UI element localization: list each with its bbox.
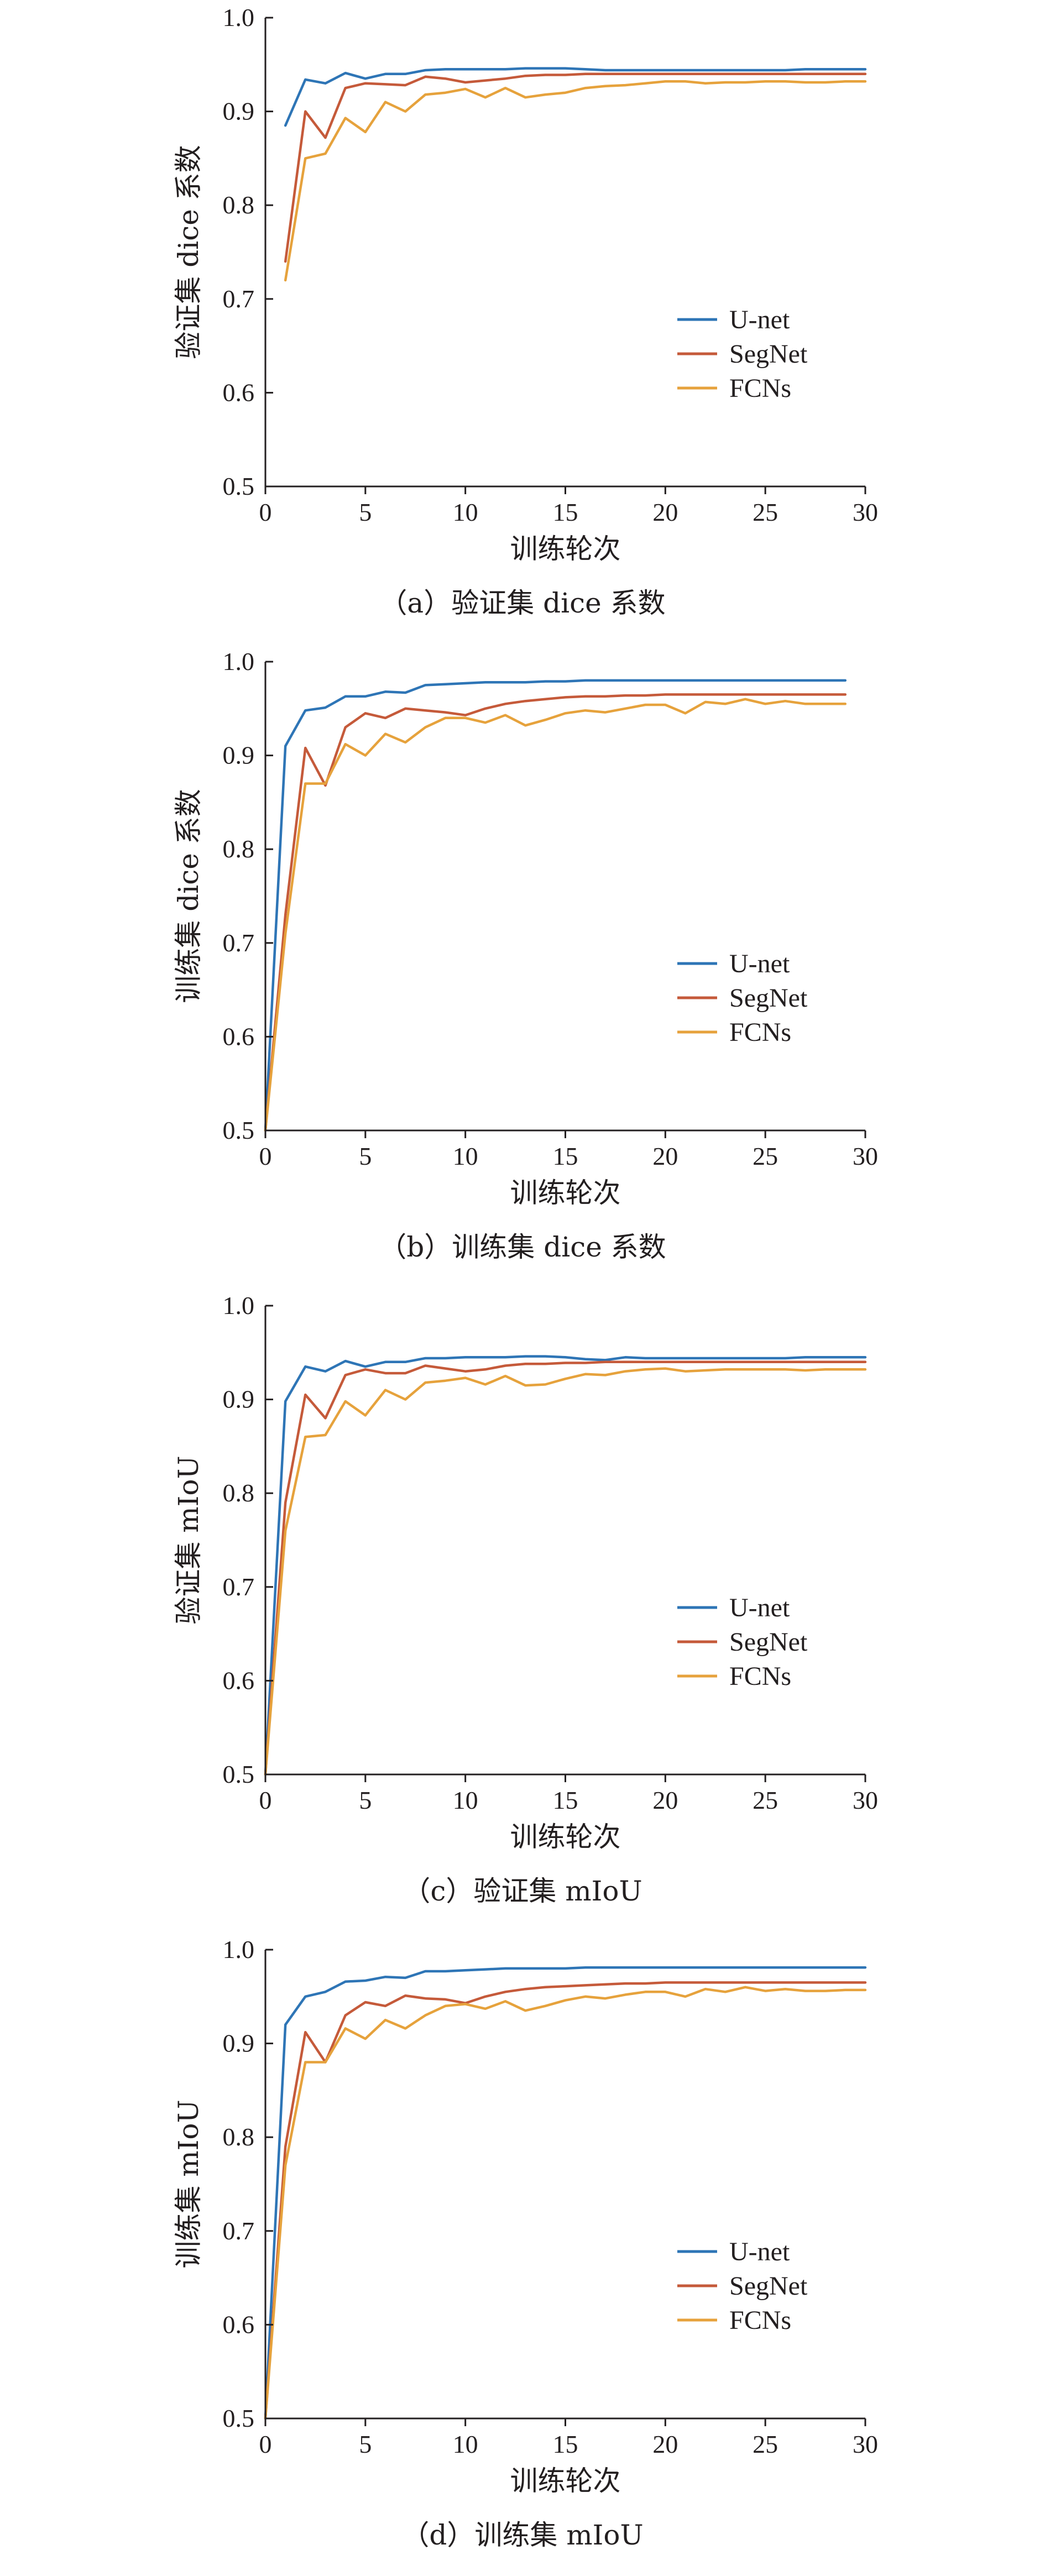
x-tick-label: 0 [259, 1142, 272, 1170]
series-line-fcns [264, 1986, 867, 2420]
legend-label: U-net [729, 2237, 790, 2266]
chart-panel-c: 0.5 0.6 0.7 0.8 0.9 1.0 0 5 10 15 20 25 30 训练轮次 验证集 mI… [173, 1291, 878, 1907]
y-tick-label: 0.6 [223, 1022, 255, 1050]
figure-caption: （c）验证集 mIoU [403, 1875, 642, 1907]
legend-label: U-net [729, 1593, 790, 1622]
x-tick-label: 10 [453, 1142, 478, 1170]
legend-label: SegNet [729, 1627, 808, 1657]
y-tick-label: 1.0 [223, 647, 255, 676]
x-tick-label: 10 [453, 498, 478, 526]
legend: U-net SegNet FCNs [677, 2237, 808, 2335]
y-tick-label: 0.5 [223, 1116, 255, 1144]
y-tick-label: 1.0 [223, 3, 255, 32]
y-tick-label: 0.7 [223, 2217, 255, 2245]
x-tick-label: 20 [652, 2430, 678, 2458]
y-tick-label: 0.9 [223, 2029, 255, 2057]
x-tick-label: 20 [652, 1786, 678, 1814]
y-tick-label: 0.5 [223, 2404, 255, 2432]
legend-label: FCNs [729, 374, 791, 403]
x-axis-title: 训练轮次 [510, 1821, 621, 1853]
x-tick-label: 5 [359, 1142, 372, 1170]
x-tick-label: 5 [359, 498, 372, 526]
series-line-fcns [264, 698, 847, 1132]
x-tick-label: 5 [359, 1786, 372, 1814]
x-axis-title: 训练轮次 [510, 533, 621, 565]
series-line-u-net [264, 679, 847, 1132]
legend: U-net SegNet FCNs [677, 305, 808, 403]
legend-label: FCNs [729, 1018, 791, 1047]
legend-label: FCNs [729, 1662, 791, 1691]
y-tick-label: 0.5 [223, 472, 255, 500]
series-line-segnet [284, 72, 867, 263]
chart-panel-a: 0.5 0.6 0.7 0.8 0.9 1.0 0 5 10 15 20 25 30 训练轮次 验证集 di… [173, 3, 878, 619]
x-tick-label: 30 [853, 2430, 878, 2458]
chart-panel-b: 0.5 0.6 0.7 0.8 0.9 1.0 0 5 10 15 20 25 30 训练轮次 训练集 di… [173, 647, 878, 1263]
y-axis-title: 训练集 dice 系数 [173, 789, 205, 1003]
x-tick-label: 30 [853, 1142, 878, 1170]
x-tick-label: 0 [259, 2430, 272, 2458]
y-tick-label: 0.6 [223, 1666, 255, 1694]
y-tick-label: 0.8 [223, 835, 255, 863]
y-tick-label: 0.6 [223, 378, 255, 406]
x-axis-title: 训练轮次 [510, 1177, 621, 1209]
y-tick-label: 0.5 [223, 1760, 255, 1788]
y-tick-label: 1.0 [223, 1935, 255, 1964]
x-tick-label: 25 [753, 1142, 778, 1170]
y-tick-label: 0.9 [223, 741, 255, 769]
series-line-segnet [264, 693, 847, 1132]
y-axis-title: 验证集 dice 系数 [173, 145, 205, 359]
y-tick-label: 0.8 [223, 2123, 255, 2151]
legend: U-net SegNet FCNs [677, 1593, 808, 1691]
x-tick-label: 15 [553, 2430, 578, 2458]
figure-caption: （a）验证集 dice 系数 [379, 587, 665, 619]
series-line-segnet [264, 1981, 867, 2420]
y-tick-label: 0.9 [223, 97, 255, 125]
legend-label: FCNs [729, 2306, 791, 2335]
y-axis-title: 训练集 mIoU [173, 2099, 205, 2268]
series-line-fcns [264, 1367, 867, 1776]
x-tick-label: 30 [853, 1786, 878, 1814]
x-tick-label: 15 [553, 1786, 578, 1814]
series-line-u-net [264, 1966, 867, 2420]
y-tick-label: 0.8 [223, 1479, 255, 1507]
y-tick-label: 0.9 [223, 1385, 255, 1413]
x-tick-label: 25 [753, 2430, 778, 2458]
x-tick-label: 30 [853, 498, 878, 526]
x-tick-label: 0 [259, 498, 272, 526]
series-line-u-net [284, 67, 867, 127]
y-tick-label: 0.7 [223, 1573, 255, 1601]
figure-caption: （d）训练集 mIoU [401, 2519, 643, 2551]
y-axis-title: 验证集 mIoU [173, 1455, 205, 1624]
y-tick-label: 0.7 [223, 929, 255, 957]
legend: U-net SegNet FCNs [677, 949, 808, 1047]
y-tick-label: 0.7 [223, 285, 255, 313]
x-tick-label: 15 [553, 1142, 578, 1170]
series-line-u-net [264, 1355, 867, 1776]
x-tick-label: 20 [652, 1142, 678, 1170]
y-tick-label: 0.6 [223, 2310, 255, 2338]
legend-label: SegNet [729, 2271, 808, 2301]
x-tick-label: 10 [453, 2430, 478, 2458]
series-line-fcns [284, 80, 867, 282]
x-tick-label: 20 [652, 498, 678, 526]
x-tick-label: 0 [259, 1786, 272, 1814]
x-tick-label: 25 [753, 498, 778, 526]
x-tick-label: 25 [753, 1786, 778, 1814]
y-tick-label: 0.8 [223, 191, 255, 219]
figure-caption: （b）训练集 dice 系数 [379, 1231, 666, 1263]
chart-panel-d: 0.5 0.6 0.7 0.8 0.9 1.0 0 5 10 15 20 25 30 训练轮次 训练集 mI… [173, 1935, 878, 2551]
x-axis-title: 训练轮次 [510, 2465, 621, 2497]
legend-label: U-net [729, 949, 790, 978]
x-tick-label: 10 [453, 1786, 478, 1814]
legend-label: SegNet [729, 339, 808, 369]
legend-label: U-net [729, 305, 790, 334]
x-tick-label: 5 [359, 2430, 372, 2458]
y-tick-label: 1.0 [223, 1291, 255, 1320]
series-line-segnet [264, 1360, 867, 1776]
legend-label: SegNet [729, 983, 808, 1013]
x-tick-label: 15 [553, 498, 578, 526]
